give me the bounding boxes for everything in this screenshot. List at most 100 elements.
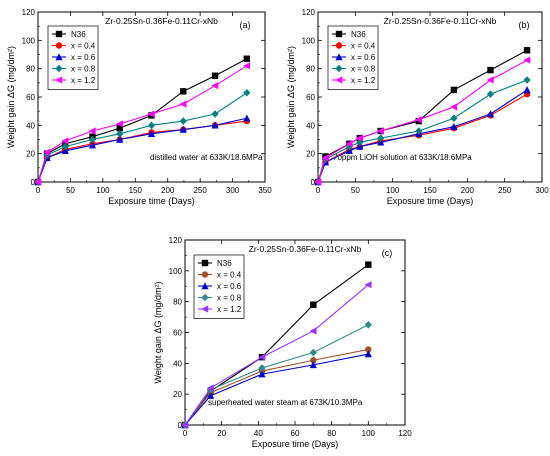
legend-label: N36: [71, 30, 86, 39]
panel-label: (a): [240, 20, 251, 30]
x-tick-label: 40: [254, 429, 263, 438]
data-point: [377, 134, 385, 142]
data-point: [345, 140, 353, 148]
data-point: [116, 130, 124, 138]
data-point: [206, 384, 214, 392]
data-point: [415, 116, 422, 124]
y-tick-label: 80: [26, 65, 35, 74]
x-tick-label: 20: [217, 429, 226, 438]
legend-swatch-marker: [55, 42, 63, 49]
data-point: [211, 121, 219, 129]
legend-label: x = 0.6: [217, 282, 242, 291]
data-point: [116, 135, 124, 143]
y-axis-title: Weight gain ΔG (mg/dm²): [286, 46, 296, 148]
legend-swatch-marker: [55, 76, 63, 84]
y-tick-label: 20: [26, 150, 35, 159]
data-point: [356, 134, 364, 142]
data-point: [523, 47, 531, 54]
data-point: [147, 121, 156, 130]
x-tick-label: 350: [258, 186, 272, 195]
series-3: [181, 350, 372, 429]
data-point: [450, 114, 458, 123]
legend-swatch-marker: [335, 64, 343, 73]
data-point: [61, 147, 69, 155]
legend: N36 x = 0.4 x = 0.6 x = 0.8 x = 1.2: [327, 25, 379, 90]
series-4: [181, 320, 372, 429]
data-point: [243, 55, 251, 62]
series-3: [314, 86, 531, 186]
x-tick-label: 0: [183, 429, 188, 438]
series-2: [314, 90, 531, 186]
annotation-text: superheated water steam at 673K/10.3MPa: [208, 398, 363, 407]
chart-panel-2: 0 50 100 150 200 250 300 0 20 40 60 80 100 120 Exposur…: [286, 8, 549, 206]
y-axis-title: Weight gain ΔG (mg/dm²): [153, 282, 163, 384]
legend-label: x = 0.4: [71, 42, 96, 51]
legend-swatch-marker: [55, 53, 63, 61]
chart-panel-3: 0 20 40 60 80 100 120 0 20 40 60 80 100 120 Exposure t…: [153, 236, 412, 449]
x-tick-label: 50: [66, 186, 75, 195]
data-point: [309, 361, 317, 369]
legend-label: x = 0.4: [351, 42, 376, 51]
series-5: [34, 62, 251, 186]
legend-swatch-marker: [55, 64, 63, 73]
x-axis-title: Exposure time (Days): [252, 439, 339, 449]
x-tick-label: 100: [96, 186, 110, 195]
legend-swatch-marker: [201, 293, 209, 302]
legend-swatch-marker: [201, 271, 209, 278]
x-axis-title: Exposure time (Days): [387, 196, 474, 206]
y-tick-label: 0: [311, 178, 316, 187]
y-tick-label: 0: [178, 421, 183, 430]
data-point: [309, 327, 317, 335]
y-tick-label: 120: [22, 8, 36, 17]
legend-label: N36: [217, 259, 232, 268]
data-point: [486, 110, 495, 118]
data-point: [61, 137, 69, 145]
data-point: [116, 124, 123, 132]
legend-label: x = 0.8: [71, 65, 96, 74]
data-point: [179, 125, 187, 133]
series-line: [37, 120, 247, 183]
data-point: [376, 127, 384, 135]
data-point: [88, 127, 96, 135]
legend-label: x = 1.2: [217, 305, 242, 314]
data-point: [486, 90, 495, 98]
panel-label: (b): [519, 20, 530, 30]
x-tick-label: 60: [291, 429, 300, 438]
x-tick-label: 120: [398, 429, 412, 438]
x-tick-label: 300: [535, 186, 549, 195]
series-line: [317, 79, 528, 183]
legend-swatch-marker: [335, 76, 343, 84]
data-point: [321, 154, 329, 162]
y-tick-label: 40: [26, 121, 35, 130]
data-point: [356, 138, 364, 147]
data-point: [310, 301, 317, 308]
x-tick-label: 50: [351, 186, 360, 195]
legend-label: x = 0.6: [71, 53, 96, 62]
data-point: [487, 66, 494, 74]
y-tick-label: 100: [302, 36, 316, 45]
x-tick-label: 200: [461, 186, 475, 195]
data-point: [115, 120, 123, 128]
x-tick-label: 0: [316, 186, 321, 195]
series-line: [317, 89, 528, 183]
x-tick-label: 100: [386, 186, 400, 195]
data-point: [34, 178, 42, 186]
panel-label: (c): [382, 248, 393, 258]
data-point: [314, 178, 322, 186]
y-tick-label: 40: [306, 121, 315, 130]
data-point: [364, 281, 372, 289]
legend-swatch-marker: [201, 259, 209, 267]
data-point: [243, 88, 251, 97]
data-point: [258, 370, 266, 378]
data-point: [180, 88, 187, 95]
annotation-text: 70ppm LiOH solution at 633K/18.6MPa: [333, 153, 472, 162]
chart-panel-1: 0 50 100 150 200 250 300 350 0 20 40 60 80 100 120 Expo…: [6, 8, 272, 206]
series-line: [37, 92, 248, 183]
data-point: [523, 56, 531, 64]
y-tick-label: 120: [302, 8, 316, 17]
y-tick-label: 80: [306, 65, 315, 74]
y-tick-label: 80: [173, 298, 182, 307]
x-tick-label: 100: [362, 429, 376, 438]
y-tick-label: 60: [306, 93, 315, 102]
